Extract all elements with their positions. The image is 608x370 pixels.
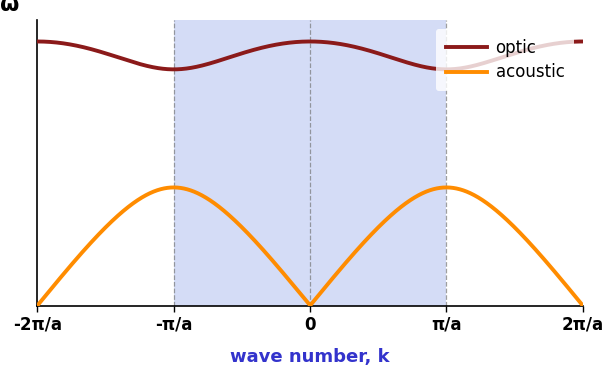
optic [96, 49, 103, 54]
optic [243, 50, 250, 54]
optic [128, 60, 136, 64]
acoustic [96, 231, 103, 236]
optic [170, 67, 178, 71]
X-axis label: wave number, k: wave number, k [230, 348, 390, 366]
Line: acoustic: acoustic [38, 188, 583, 306]
optic [579, 39, 587, 44]
acoustic [34, 303, 41, 308]
Y-axis label: ω: ω [1, 0, 20, 15]
Legend: optic, acoustic: optic, acoustic [435, 29, 575, 91]
optic [510, 51, 517, 56]
optic [267, 44, 274, 48]
acoustic [510, 224, 517, 228]
acoustic [243, 230, 250, 235]
optic [34, 39, 41, 44]
Bar [174, 20, 446, 306]
Line: optic: optic [38, 41, 583, 69]
acoustic [568, 290, 576, 295]
acoustic [128, 202, 136, 206]
acoustic [267, 256, 274, 260]
acoustic [170, 185, 178, 190]
acoustic [579, 303, 587, 308]
optic [568, 40, 576, 44]
